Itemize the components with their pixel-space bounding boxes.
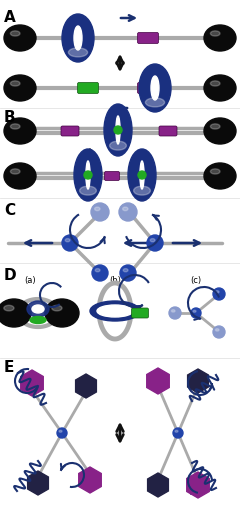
- Ellipse shape: [10, 31, 20, 36]
- Text: B: B: [4, 110, 16, 125]
- Ellipse shape: [191, 308, 201, 318]
- Polygon shape: [147, 368, 169, 394]
- Ellipse shape: [57, 428, 67, 438]
- Ellipse shape: [45, 299, 79, 327]
- Ellipse shape: [4, 75, 36, 101]
- Ellipse shape: [95, 269, 100, 272]
- Ellipse shape: [116, 116, 120, 144]
- Text: (c): (c): [190, 276, 202, 285]
- Ellipse shape: [204, 25, 236, 51]
- Ellipse shape: [139, 64, 171, 112]
- Text: D: D: [4, 268, 17, 283]
- Ellipse shape: [169, 307, 181, 319]
- Ellipse shape: [204, 75, 236, 101]
- Ellipse shape: [59, 430, 62, 432]
- Ellipse shape: [84, 171, 92, 179]
- Ellipse shape: [150, 239, 155, 242]
- Ellipse shape: [215, 291, 219, 293]
- Ellipse shape: [171, 310, 175, 312]
- Ellipse shape: [0, 299, 31, 327]
- Ellipse shape: [10, 124, 20, 129]
- Text: C: C: [4, 203, 15, 218]
- Ellipse shape: [95, 207, 100, 211]
- Ellipse shape: [193, 310, 196, 312]
- Ellipse shape: [123, 207, 128, 211]
- Ellipse shape: [27, 301, 49, 317]
- FancyBboxPatch shape: [104, 172, 120, 180]
- Ellipse shape: [210, 31, 220, 36]
- Ellipse shape: [151, 76, 159, 100]
- Ellipse shape: [4, 163, 36, 189]
- Ellipse shape: [32, 305, 44, 313]
- Polygon shape: [148, 473, 168, 497]
- Ellipse shape: [215, 329, 219, 331]
- FancyBboxPatch shape: [138, 82, 158, 93]
- Ellipse shape: [62, 235, 78, 251]
- Ellipse shape: [62, 14, 94, 62]
- Ellipse shape: [119, 203, 137, 221]
- Ellipse shape: [213, 326, 225, 338]
- Polygon shape: [187, 472, 209, 498]
- Polygon shape: [28, 471, 48, 495]
- Ellipse shape: [210, 81, 220, 86]
- Ellipse shape: [128, 149, 156, 201]
- FancyBboxPatch shape: [132, 308, 149, 318]
- Ellipse shape: [4, 25, 36, 51]
- Text: E: E: [4, 360, 14, 375]
- FancyBboxPatch shape: [159, 126, 177, 136]
- Text: (b): (b): [109, 276, 121, 285]
- FancyBboxPatch shape: [138, 33, 158, 44]
- Ellipse shape: [91, 203, 109, 221]
- Ellipse shape: [145, 98, 165, 107]
- Ellipse shape: [52, 305, 62, 311]
- Ellipse shape: [123, 269, 128, 272]
- Ellipse shape: [65, 239, 70, 242]
- Text: A: A: [4, 10, 16, 25]
- Polygon shape: [21, 370, 43, 396]
- Ellipse shape: [204, 163, 236, 189]
- Text: (a): (a): [24, 276, 36, 285]
- FancyBboxPatch shape: [61, 126, 79, 136]
- Ellipse shape: [97, 305, 133, 317]
- Ellipse shape: [120, 265, 136, 281]
- Ellipse shape: [173, 428, 183, 438]
- Ellipse shape: [86, 161, 90, 189]
- Ellipse shape: [74, 26, 82, 50]
- Ellipse shape: [92, 265, 108, 281]
- Ellipse shape: [4, 305, 14, 311]
- Ellipse shape: [175, 430, 178, 432]
- Ellipse shape: [74, 149, 102, 201]
- Ellipse shape: [140, 161, 144, 189]
- FancyBboxPatch shape: [78, 82, 98, 93]
- Ellipse shape: [147, 235, 163, 251]
- Ellipse shape: [80, 186, 96, 195]
- Ellipse shape: [138, 171, 146, 179]
- Ellipse shape: [210, 124, 220, 129]
- Ellipse shape: [204, 118, 236, 144]
- Polygon shape: [76, 374, 96, 398]
- Ellipse shape: [210, 169, 220, 174]
- Ellipse shape: [4, 118, 36, 144]
- FancyBboxPatch shape: [72, 33, 92, 44]
- Ellipse shape: [134, 186, 150, 195]
- Ellipse shape: [213, 288, 225, 300]
- Ellipse shape: [90, 301, 140, 321]
- Ellipse shape: [68, 48, 88, 57]
- Polygon shape: [79, 467, 101, 493]
- Polygon shape: [188, 369, 208, 393]
- Ellipse shape: [110, 141, 126, 150]
- Ellipse shape: [10, 169, 20, 174]
- Ellipse shape: [10, 81, 20, 86]
- Ellipse shape: [30, 316, 46, 324]
- Ellipse shape: [104, 104, 132, 156]
- Ellipse shape: [114, 126, 122, 134]
